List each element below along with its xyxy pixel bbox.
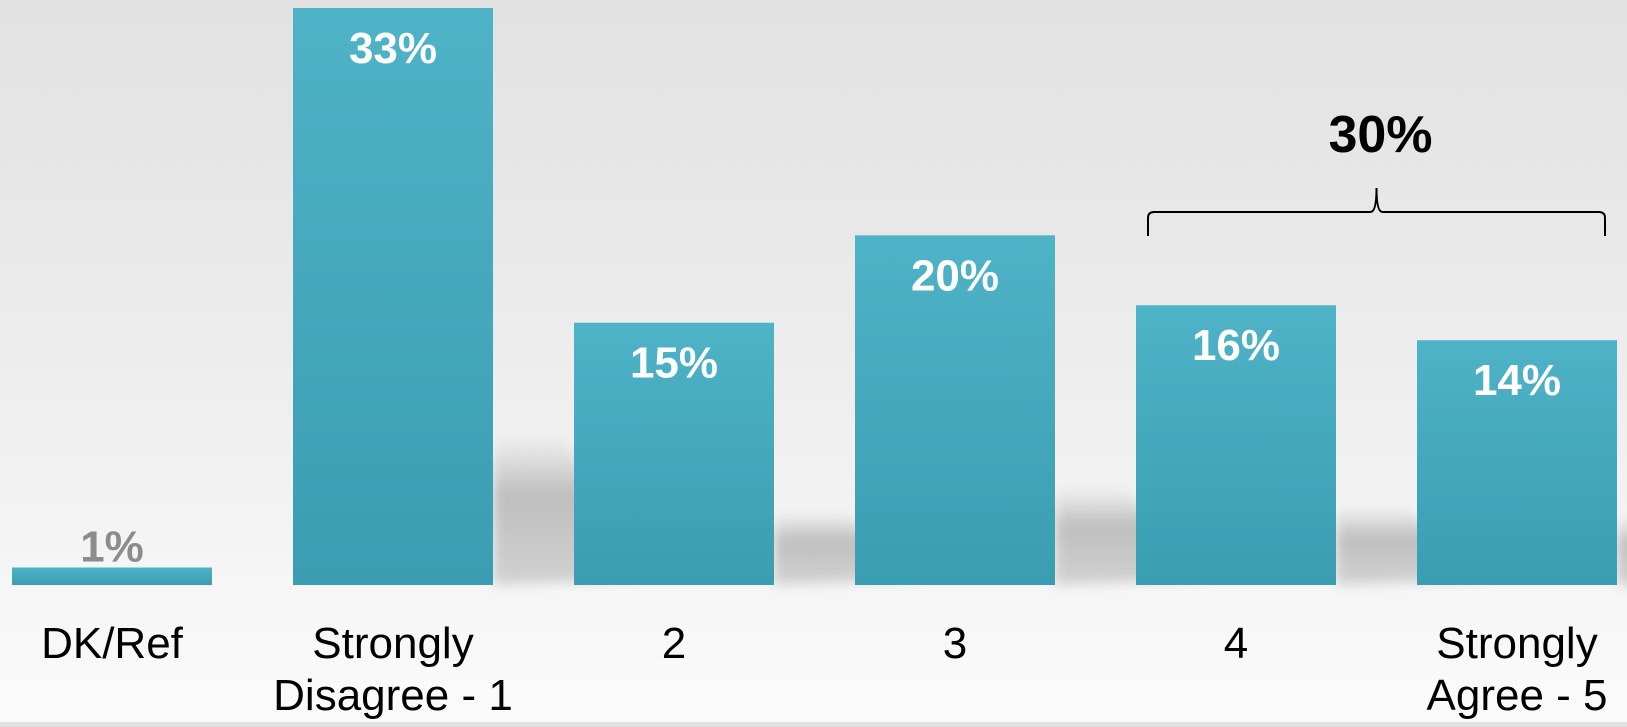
bar-shadow xyxy=(1617,516,1627,585)
category-label-line: DK/Ref xyxy=(41,619,184,668)
category-label-line: Strongly xyxy=(1436,619,1597,668)
data-label: 14% xyxy=(1473,356,1561,405)
bar xyxy=(574,322,774,585)
category-label-line: 2 xyxy=(662,619,686,668)
category-label: 3 xyxy=(943,619,967,668)
bar xyxy=(1417,340,1617,585)
bracket-label: 30% xyxy=(1328,106,1432,164)
category-label: 2 xyxy=(662,619,686,668)
category-label-line: Strongly xyxy=(312,619,473,668)
category-label: Strongly Disagree - 1 xyxy=(273,619,513,720)
bar xyxy=(855,235,1055,585)
data-label: 16% xyxy=(1192,321,1280,370)
category-label: DK/Ref xyxy=(41,619,184,668)
data-label: 33% xyxy=(349,24,437,73)
category-label: Strongly Agree - 5 xyxy=(1427,619,1608,720)
category-label-line: Disagree - 1 xyxy=(273,671,513,720)
bar xyxy=(1136,305,1336,585)
data-label: 1% xyxy=(80,523,144,572)
category-label-line: Agree - 5 xyxy=(1427,671,1608,720)
category-label: 4 xyxy=(1224,619,1248,668)
bars-group xyxy=(12,8,1617,585)
bar xyxy=(12,567,212,585)
category-label-line: 3 xyxy=(943,619,967,668)
data-label: 20% xyxy=(911,251,999,300)
annotations-group: 30% xyxy=(1147,106,1606,236)
category-label-line: 4 xyxy=(1224,619,1248,668)
value-labels-group: 1% 33% 15% 20% 16% 14% xyxy=(80,24,1561,572)
bar xyxy=(293,8,493,585)
bracket xyxy=(1147,187,1606,236)
category-labels-group: DK/Ref Strongly Disagree - 12 3 4 Strongly Agr… xyxy=(41,619,1607,720)
data-label: 15% xyxy=(630,339,718,388)
